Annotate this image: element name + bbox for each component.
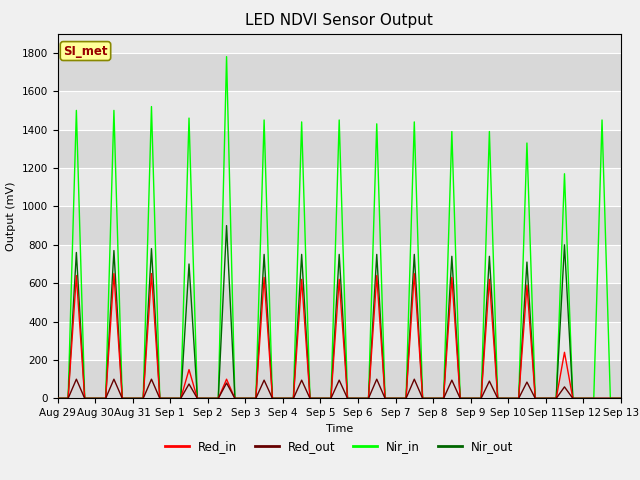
Bar xyxy=(58,130,621,168)
Bar xyxy=(58,322,621,360)
Bar xyxy=(58,206,621,245)
Title: LED NDVI Sensor Output: LED NDVI Sensor Output xyxy=(245,13,433,28)
Text: SI_met: SI_met xyxy=(63,45,108,58)
Bar xyxy=(58,91,621,130)
Y-axis label: Output (mV): Output (mV) xyxy=(6,181,16,251)
Bar xyxy=(58,34,621,53)
Bar xyxy=(58,360,621,398)
Bar xyxy=(58,283,621,322)
X-axis label: Time: Time xyxy=(326,424,353,433)
Bar xyxy=(58,245,621,283)
Bar xyxy=(58,53,621,91)
Bar xyxy=(58,168,621,206)
Legend: Red_in, Red_out, Nir_in, Nir_out: Red_in, Red_out, Nir_in, Nir_out xyxy=(160,436,518,458)
